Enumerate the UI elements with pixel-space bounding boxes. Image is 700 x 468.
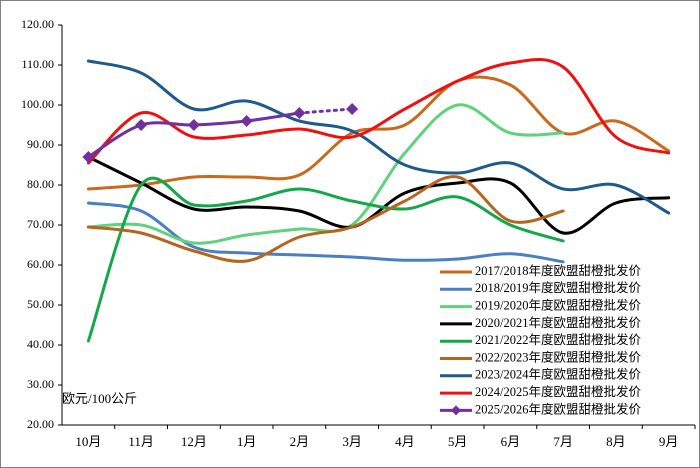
- legend-label: 2022/2023年度欧盟甜橙批发价: [475, 349, 641, 364]
- legend-marker: [451, 405, 461, 416]
- x-tick-label: 8月: [606, 434, 626, 449]
- y-tick-label: 40.00: [27, 337, 54, 351]
- point-marker: [346, 103, 359, 115]
- y-tick-label: 80.00: [27, 177, 54, 191]
- y-tick-label: 20.00: [27, 417, 54, 431]
- x-tick-label: 12月: [181, 434, 207, 449]
- y-tick-label: 120.00: [21, 17, 54, 31]
- x-tick-label: 5月: [448, 434, 468, 449]
- x-tick-label: 4月: [395, 434, 415, 449]
- legend-label: 2025/2026年度欧盟甜橙批发价: [475, 401, 641, 416]
- x-tick-label: 7月: [553, 434, 573, 449]
- x-tick-label: 1月: [237, 434, 257, 449]
- x-tick-label: 6月: [501, 434, 521, 449]
- y-tick-label: 70.00: [27, 217, 54, 231]
- y-tick-label: 60.00: [27, 257, 54, 271]
- point-marker: [293, 107, 306, 119]
- legend-label: 2023/2024年度欧盟甜橙批发价: [475, 367, 641, 382]
- point-marker: [240, 115, 253, 127]
- y-tick-label: 90.00: [27, 137, 54, 151]
- y-axis-label: 欧元/100公斤: [62, 391, 137, 406]
- x-tick-label: 3月: [342, 434, 362, 449]
- series-line: [86, 201, 565, 264]
- series-line: [86, 58, 671, 165]
- legend-label: 2020/2021年度欧盟甜橙批发价: [475, 315, 641, 330]
- x-tick-label: 2月: [290, 434, 310, 449]
- series-line: [86, 176, 565, 343]
- point-marker: [82, 151, 95, 163]
- point-marker: [135, 119, 148, 131]
- legend-label: 2024/2025年度欧盟甜橙批发价: [475, 384, 641, 399]
- x-tick-label: 9月: [659, 434, 679, 449]
- x-tick-label: 11月: [128, 434, 154, 449]
- legend-label: 2021/2022年度欧盟甜橙批发价: [475, 332, 641, 347]
- legend-label: 2017/2018年度欧盟甜橙批发价: [475, 263, 641, 278]
- legend-label: 2019/2020年度欧盟甜橙批发价: [475, 297, 641, 312]
- series-line: [86, 175, 565, 263]
- legend-label: 2018/2019年度欧盟甜橙批发价: [475, 280, 641, 295]
- y-tick-label: 100.00: [21, 97, 54, 111]
- y-tick-label: 50.00: [27, 297, 54, 311]
- point-marker: [187, 119, 200, 131]
- y-tick-label: 110.00: [21, 57, 54, 71]
- x-tick-label: 10月: [75, 434, 101, 449]
- series-line: [86, 59, 671, 215]
- y-tick-label: 30.00: [27, 377, 54, 391]
